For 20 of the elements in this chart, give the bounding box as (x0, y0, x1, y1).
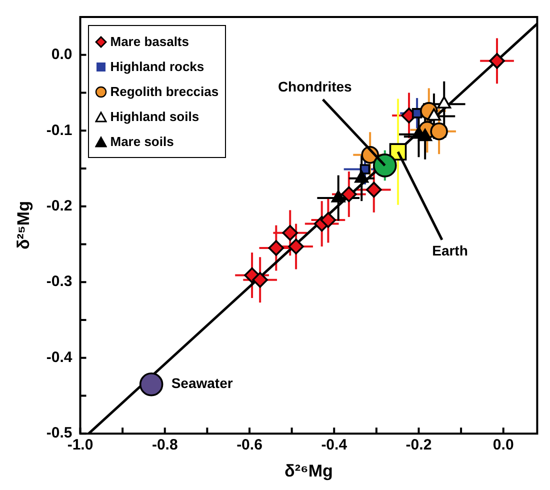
y-tick-label: -0.4 (46, 348, 73, 366)
legend-label: Mare basalts (110, 34, 189, 49)
x-tick-label: 0.0 (492, 436, 514, 454)
y-tick-label: -0.1 (46, 122, 72, 139)
annotation: Earth (432, 242, 468, 259)
annotation: Seawater (171, 375, 234, 392)
legend-label: Mare soils (110, 134, 174, 149)
legend-label: Regolith breccias (110, 84, 219, 99)
legend-label: Highland rocks (110, 59, 204, 74)
legend-label: Highland soils (110, 109, 200, 124)
y-tick-label: 0.0 (51, 46, 72, 64)
y-axis-title: δ²⁵Mg (14, 201, 33, 250)
annotation: Chondrites (278, 78, 352, 94)
x-tick-label: -0.8 (152, 436, 178, 454)
y-tick-label: -0.2 (46, 198, 72, 215)
x-tick-label: -0.2 (406, 436, 432, 454)
x-tick-label: -0.6 (236, 436, 262, 454)
y-tick-label: -0.3 (46, 273, 72, 290)
x-axis-title: δ²⁶Mg (284, 461, 333, 480)
x-tick-label: -0.4 (321, 436, 348, 454)
